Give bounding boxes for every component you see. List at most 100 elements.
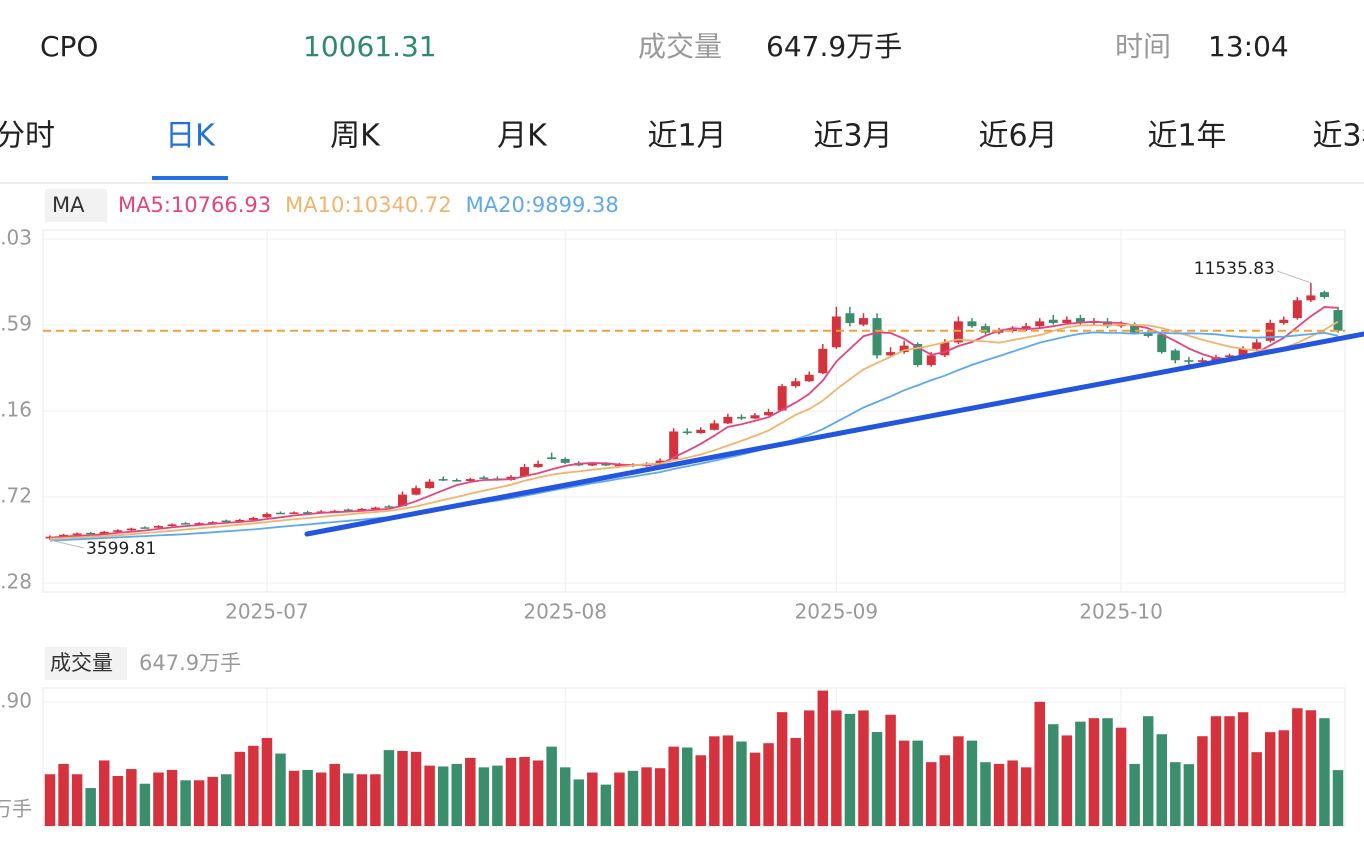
volume-bar bbox=[478, 767, 490, 826]
candle-body bbox=[248, 517, 258, 520]
candle-body bbox=[465, 479, 475, 482]
tab[interactable]: 近3月 bbox=[813, 119, 892, 154]
symbol: CPO bbox=[40, 30, 98, 63]
y-tick-label: 4926.72 bbox=[0, 483, 32, 507]
volume-value: 647.9万手 bbox=[766, 30, 902, 63]
x-tick-label: 2025-09 bbox=[795, 600, 879, 624]
volume-bar bbox=[736, 741, 747, 826]
candle-body bbox=[1103, 321, 1113, 327]
tab[interactable]: 月K bbox=[497, 119, 548, 154]
volume-bar bbox=[275, 753, 286, 826]
volume-bar bbox=[519, 757, 530, 826]
volume-bar bbox=[1115, 727, 1127, 826]
volume-bar bbox=[343, 773, 354, 826]
volume-bar bbox=[532, 760, 544, 826]
legend-entry: MA20:9899.38 bbox=[466, 193, 619, 217]
candle-body bbox=[411, 488, 421, 495]
tab[interactable]: 分时 bbox=[0, 119, 55, 154]
candle-body bbox=[723, 416, 733, 424]
candle-body bbox=[1292, 300, 1302, 319]
y-tick-label: 2271.28 bbox=[0, 570, 32, 594]
candle-body bbox=[357, 508, 367, 511]
volume-bar bbox=[966, 740, 978, 826]
volume-bar bbox=[1305, 710, 1317, 826]
volume-label: 成交量 bbox=[638, 30, 722, 63]
candle-body bbox=[1130, 324, 1140, 333]
volume-bar bbox=[546, 746, 557, 826]
candle-body bbox=[181, 523, 191, 525]
volume-bar bbox=[844, 713, 856, 826]
volume-bar bbox=[1129, 763, 1140, 826]
candle-body bbox=[858, 318, 868, 325]
legend-entry: MA10:10340.72 bbox=[285, 193, 451, 217]
x-tick-label: 2025-08 bbox=[523, 600, 607, 624]
candle-body bbox=[587, 463, 597, 466]
candle-body bbox=[167, 524, 177, 527]
volume-bar bbox=[614, 772, 625, 826]
candle-body bbox=[86, 532, 96, 535]
volume-bar bbox=[790, 738, 801, 826]
candle-body bbox=[1021, 326, 1031, 330]
ma-line bbox=[49, 320, 1339, 540]
candle-body bbox=[831, 316, 841, 348]
time-value: 13:04 bbox=[1208, 30, 1289, 63]
y-tick-label: 7582.16 bbox=[0, 397, 32, 421]
trend-line bbox=[304, 331, 1364, 537]
candle-body bbox=[547, 457, 557, 459]
volume-bar bbox=[1278, 730, 1290, 826]
candle-body bbox=[1265, 322, 1275, 341]
candle-body bbox=[72, 533, 82, 535]
tab[interactable]: 日K bbox=[165, 119, 216, 154]
volume-bar bbox=[1142, 716, 1154, 826]
volume-bar bbox=[600, 784, 612, 826]
volume-bar bbox=[763, 743, 774, 826]
candle-body bbox=[153, 526, 163, 528]
ma-line bbox=[49, 306, 1339, 539]
high-label: 11535.83 bbox=[1194, 259, 1275, 279]
candle-body bbox=[994, 331, 1004, 333]
volume-bar bbox=[681, 747, 693, 826]
candle-body bbox=[899, 345, 909, 353]
volume-bar bbox=[71, 774, 83, 826]
tab[interactable]: 近1月 bbox=[647, 119, 726, 154]
candle-body bbox=[1048, 319, 1058, 323]
candle-body bbox=[696, 429, 706, 434]
candle-body bbox=[208, 522, 218, 524]
candle-body bbox=[126, 528, 136, 531]
candle-body bbox=[736, 416, 746, 419]
volume-bar bbox=[1251, 752, 1262, 826]
tab-underline bbox=[152, 176, 228, 180]
volume-bar bbox=[654, 768, 666, 826]
y-tick-label: 10237.59 bbox=[0, 311, 32, 335]
candle-body bbox=[194, 523, 204, 525]
volume-bar bbox=[248, 745, 259, 826]
candle-body bbox=[709, 423, 719, 430]
candle-body bbox=[1170, 350, 1180, 361]
price: 10061.31 bbox=[303, 30, 437, 63]
candle-body bbox=[980, 326, 990, 333]
candle-body bbox=[1333, 310, 1343, 331]
x-tick-label: 2025-07 bbox=[225, 600, 309, 624]
low-label: 3599.81 bbox=[86, 539, 156, 559]
candle-body bbox=[601, 463, 611, 466]
candle-body bbox=[1225, 355, 1235, 357]
candle-body bbox=[59, 534, 69, 537]
volume-bar bbox=[424, 765, 435, 826]
tab[interactable]: 近6月 bbox=[978, 119, 1057, 154]
volume-bar bbox=[953, 736, 964, 826]
volume-bar bbox=[492, 765, 503, 826]
volume-bar bbox=[1102, 718, 1113, 826]
volume-bar bbox=[315, 772, 327, 826]
tab[interactable]: 近1年 bbox=[1147, 119, 1226, 154]
volume-bar bbox=[668, 746, 679, 826]
tab[interactable]: 周K bbox=[330, 119, 381, 154]
volume-bar bbox=[329, 763, 340, 826]
candle-body bbox=[99, 531, 109, 535]
candle-body bbox=[940, 342, 950, 356]
candle-body bbox=[289, 512, 299, 514]
candle-body bbox=[275, 512, 285, 515]
candle-body bbox=[1252, 342, 1262, 349]
legend-title: MA bbox=[52, 193, 85, 217]
tab[interactable]: 近3年 bbox=[1312, 119, 1364, 154]
volume-bar bbox=[1156, 734, 1167, 826]
